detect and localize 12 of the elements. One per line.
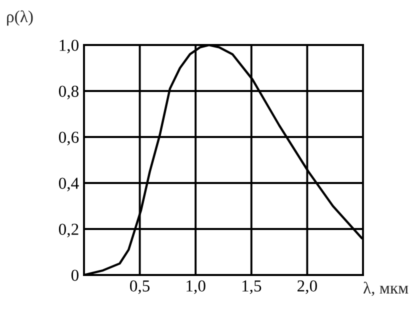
y-axis-title: ρ(λ) xyxy=(7,10,33,26)
y-tick-label: 1,0 xyxy=(60,40,79,54)
x-tick-label: 0,5 xyxy=(130,280,150,294)
x-axis-title: λ, мкм xyxy=(363,282,408,296)
y-tick-label: 0,4 xyxy=(58,178,79,192)
y-tick-label: 0,8 xyxy=(58,86,79,100)
x-tick-label: 1,0 xyxy=(186,280,206,294)
y-tick-label: 0,6 xyxy=(58,132,79,146)
x-tick-label: 2,0 xyxy=(298,280,317,294)
x-tick-label: 1,5 xyxy=(242,280,262,294)
y-tick-label: 0,2 xyxy=(58,224,78,238)
y-tick-label: 0 xyxy=(71,270,79,281)
